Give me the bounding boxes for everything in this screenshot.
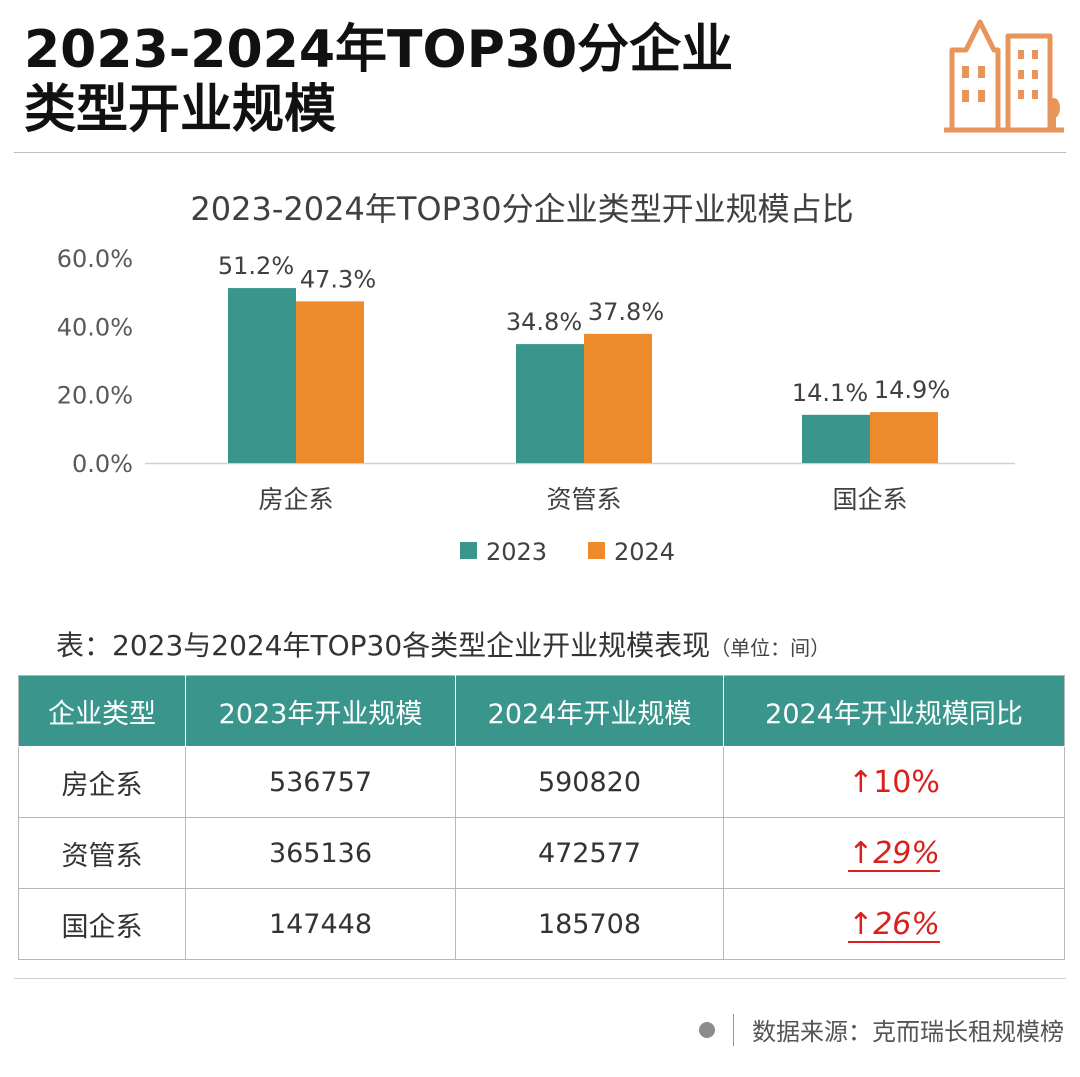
bar-data-label: 34.8% xyxy=(506,308,582,336)
scale-table: 企业类型 2023年开业规模 2024年开业规模 2024年开业规模同比 房企系… xyxy=(18,675,1065,960)
bar-data-label: 37.8% xyxy=(588,298,664,326)
page-title: 2023-2024年TOP30分企业 类型开业规模 xyxy=(24,20,733,140)
bar-2024 xyxy=(584,333,652,463)
cell-yoy: ↑26% xyxy=(723,888,1065,960)
bar-data-label: 14.9% xyxy=(874,376,950,404)
y-tick-label: 0.0% xyxy=(72,450,133,478)
column-header-2024: 2024年开业规模 xyxy=(455,675,724,747)
cell-2024: 590820 xyxy=(455,746,724,818)
yoy-value: ↑26% xyxy=(848,906,940,942)
bar-data-label: 51.2% xyxy=(218,252,294,280)
bar-chart: 2023-2024年TOP30分企业类型开业规模占比 0.0% 20.0% 40.0… xyxy=(57,190,1015,566)
cell-2023: 147448 xyxy=(185,888,456,960)
page-title-line2: 类型开业规模 xyxy=(24,80,337,140)
footer-divider xyxy=(14,978,1066,979)
table-header-row: 企业类型 2023年开业规模 2024年开业规模 2024年开业规模同比 xyxy=(18,675,1065,747)
y-tick-label: 60.0% xyxy=(57,245,133,273)
plot-area: 0.0% 20.0% 40.0% 60.0% 51.2% 47.3% 房企系 34.8% 37.… xyxy=(57,245,1015,514)
column-header-2023: 2023年开业规模 xyxy=(185,675,456,747)
yoy-value: ↑29% xyxy=(848,835,940,871)
bar-2023 xyxy=(516,344,584,463)
legend-swatch xyxy=(588,542,605,559)
table-unit: （单位：间） xyxy=(710,636,831,660)
cell-type: 房企系 xyxy=(18,746,186,818)
building-logo-icon xyxy=(944,19,1064,133)
bullet-dot-icon xyxy=(699,1021,715,1038)
y-tick-label: 20.0% xyxy=(57,382,133,410)
legend-swatch xyxy=(460,542,477,559)
vertical-separator xyxy=(733,1013,734,1046)
bar-2024 xyxy=(870,412,938,463)
page-title-line1: 2023-2024年TOP30分企业 xyxy=(24,20,734,80)
bar-2023 xyxy=(802,414,870,463)
table-row: 房企系 536757 590820 ↑10% xyxy=(18,746,1065,818)
bar-data-label: 14.1% xyxy=(792,379,868,407)
table-caption: 表：2023与2024年TOP30各类型企业开业规模表现（单位：间） xyxy=(56,626,830,668)
bar-2023 xyxy=(228,288,296,463)
bar-2024 xyxy=(296,301,364,463)
column-header-type: 企业类型 xyxy=(18,675,186,747)
table-caption-text: 表：2023与2024年TOP30各类型企业开业规模表现 xyxy=(56,629,711,662)
x-tick-label: 国企系 xyxy=(832,485,907,514)
cell-type: 国企系 xyxy=(18,888,186,960)
legend-label: 2024 xyxy=(614,538,675,566)
cell-2023: 365136 xyxy=(185,817,456,889)
table-row: 资管系 365136 472577 ↑29% xyxy=(18,817,1065,889)
source-note: 数据来源：克而瑞长租规模榜 xyxy=(699,1012,1064,1047)
cell-type: 资管系 xyxy=(18,817,186,889)
chart-title: 2023-2024年TOP30分企业类型开业规模占比 xyxy=(190,190,853,228)
x-tick-label: 资管系 xyxy=(546,485,621,514)
bar-data-label: 47.3% xyxy=(300,265,376,293)
title-divider xyxy=(14,152,1066,153)
x-tick-label: 房企系 xyxy=(258,485,333,514)
legend-label: 2023 xyxy=(486,538,547,566)
cell-yoy: ↑29% xyxy=(723,817,1065,889)
cell-yoy: ↑10% xyxy=(723,746,1065,818)
cell-2024: 472577 xyxy=(455,817,724,889)
cell-2024: 185708 xyxy=(455,888,724,960)
yoy-value: ↑10% xyxy=(848,764,940,800)
table-row: 国企系 147448 185708 ↑26% xyxy=(18,888,1065,960)
chart-legend: 2023 2024 xyxy=(460,538,675,566)
cell-2023: 536757 xyxy=(185,746,456,818)
y-tick-label: 40.0% xyxy=(57,313,133,341)
source-text: 数据来源：克而瑞长租规模榜 xyxy=(752,1018,1064,1046)
column-header-yoy: 2024年开业规模同比 xyxy=(723,675,1065,747)
